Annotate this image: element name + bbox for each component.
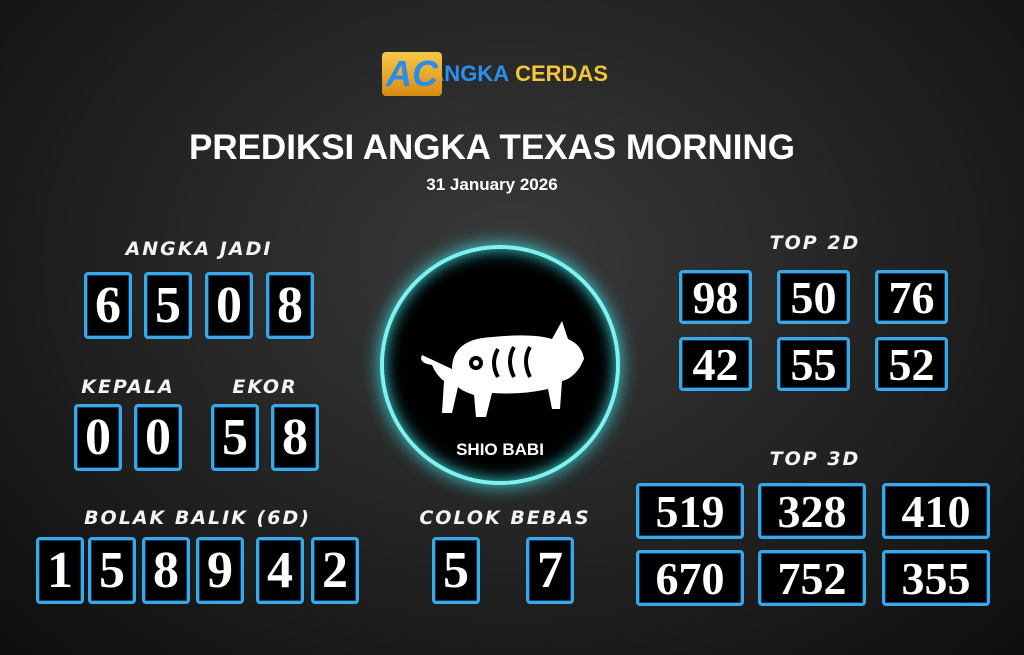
top3d-number: 752 (758, 550, 866, 606)
angka-jadi-number: 6 (84, 272, 132, 339)
shio-label: SHIO BABI (456, 440, 544, 459)
bolak-balik-label: BOLAK BALIK (6D) (84, 507, 311, 529)
page-title: PREDIKSI ANGKA TEXAS MORNING (188, 128, 796, 167)
logo-text: CERDAS (515, 61, 608, 86)
top2d-number: 50 (777, 270, 850, 324)
top3d-number: 328 (758, 483, 866, 539)
bolak-balik-number: 4 (256, 537, 304, 604)
bolak-balik-number: 1 (36, 537, 84, 604)
angka-jadi-number: 8 (266, 272, 314, 339)
top2d-number: 76 (875, 270, 948, 324)
logo: AC ANGKA CERDAS (378, 44, 608, 104)
top3d-number: 670 (636, 550, 744, 606)
bolak-balik-number: 8 (142, 537, 190, 604)
angka-jadi-number: 0 (205, 272, 253, 339)
colok-bebas-number: 5 (432, 537, 480, 604)
bolak-balik-number: 9 (196, 537, 244, 604)
top2d-number: 98 (679, 270, 752, 324)
kepala-label: KEPALA (81, 376, 175, 398)
kepala-number: 0 (74, 404, 122, 471)
bolak-balik-number: 2 (311, 537, 359, 604)
top3d-number: 410 (882, 483, 990, 539)
bolak-balik-number: 5 (88, 537, 136, 604)
angka-jadi-number: 5 (144, 272, 192, 339)
top3d-number: 519 (636, 483, 744, 539)
top3d-label: TOP 3D (769, 448, 861, 470)
top3d-number: 355 (882, 550, 990, 606)
colok-bebas-number: 7 (526, 537, 574, 604)
colok-bebas-label: COLOK BEBAS (419, 507, 591, 529)
top2d-number: 52 (875, 337, 948, 391)
date: 31 January 2026 (426, 175, 558, 194)
kepala-number: 0 (134, 404, 182, 471)
top2d-label: TOP 2D (769, 232, 861, 254)
ekor-number: 5 (211, 404, 259, 471)
ekor-number: 8 (271, 404, 319, 471)
ekor-label: EKOR (232, 376, 298, 398)
shio-circle (380, 245, 620, 485)
pig-icon (421, 321, 584, 417)
angka-jadi-label: ANGKA JADI (125, 238, 273, 260)
top2d-number: 55 (777, 337, 850, 391)
logo-mark: AC (378, 46, 442, 102)
top2d-number: 42 (679, 337, 752, 391)
